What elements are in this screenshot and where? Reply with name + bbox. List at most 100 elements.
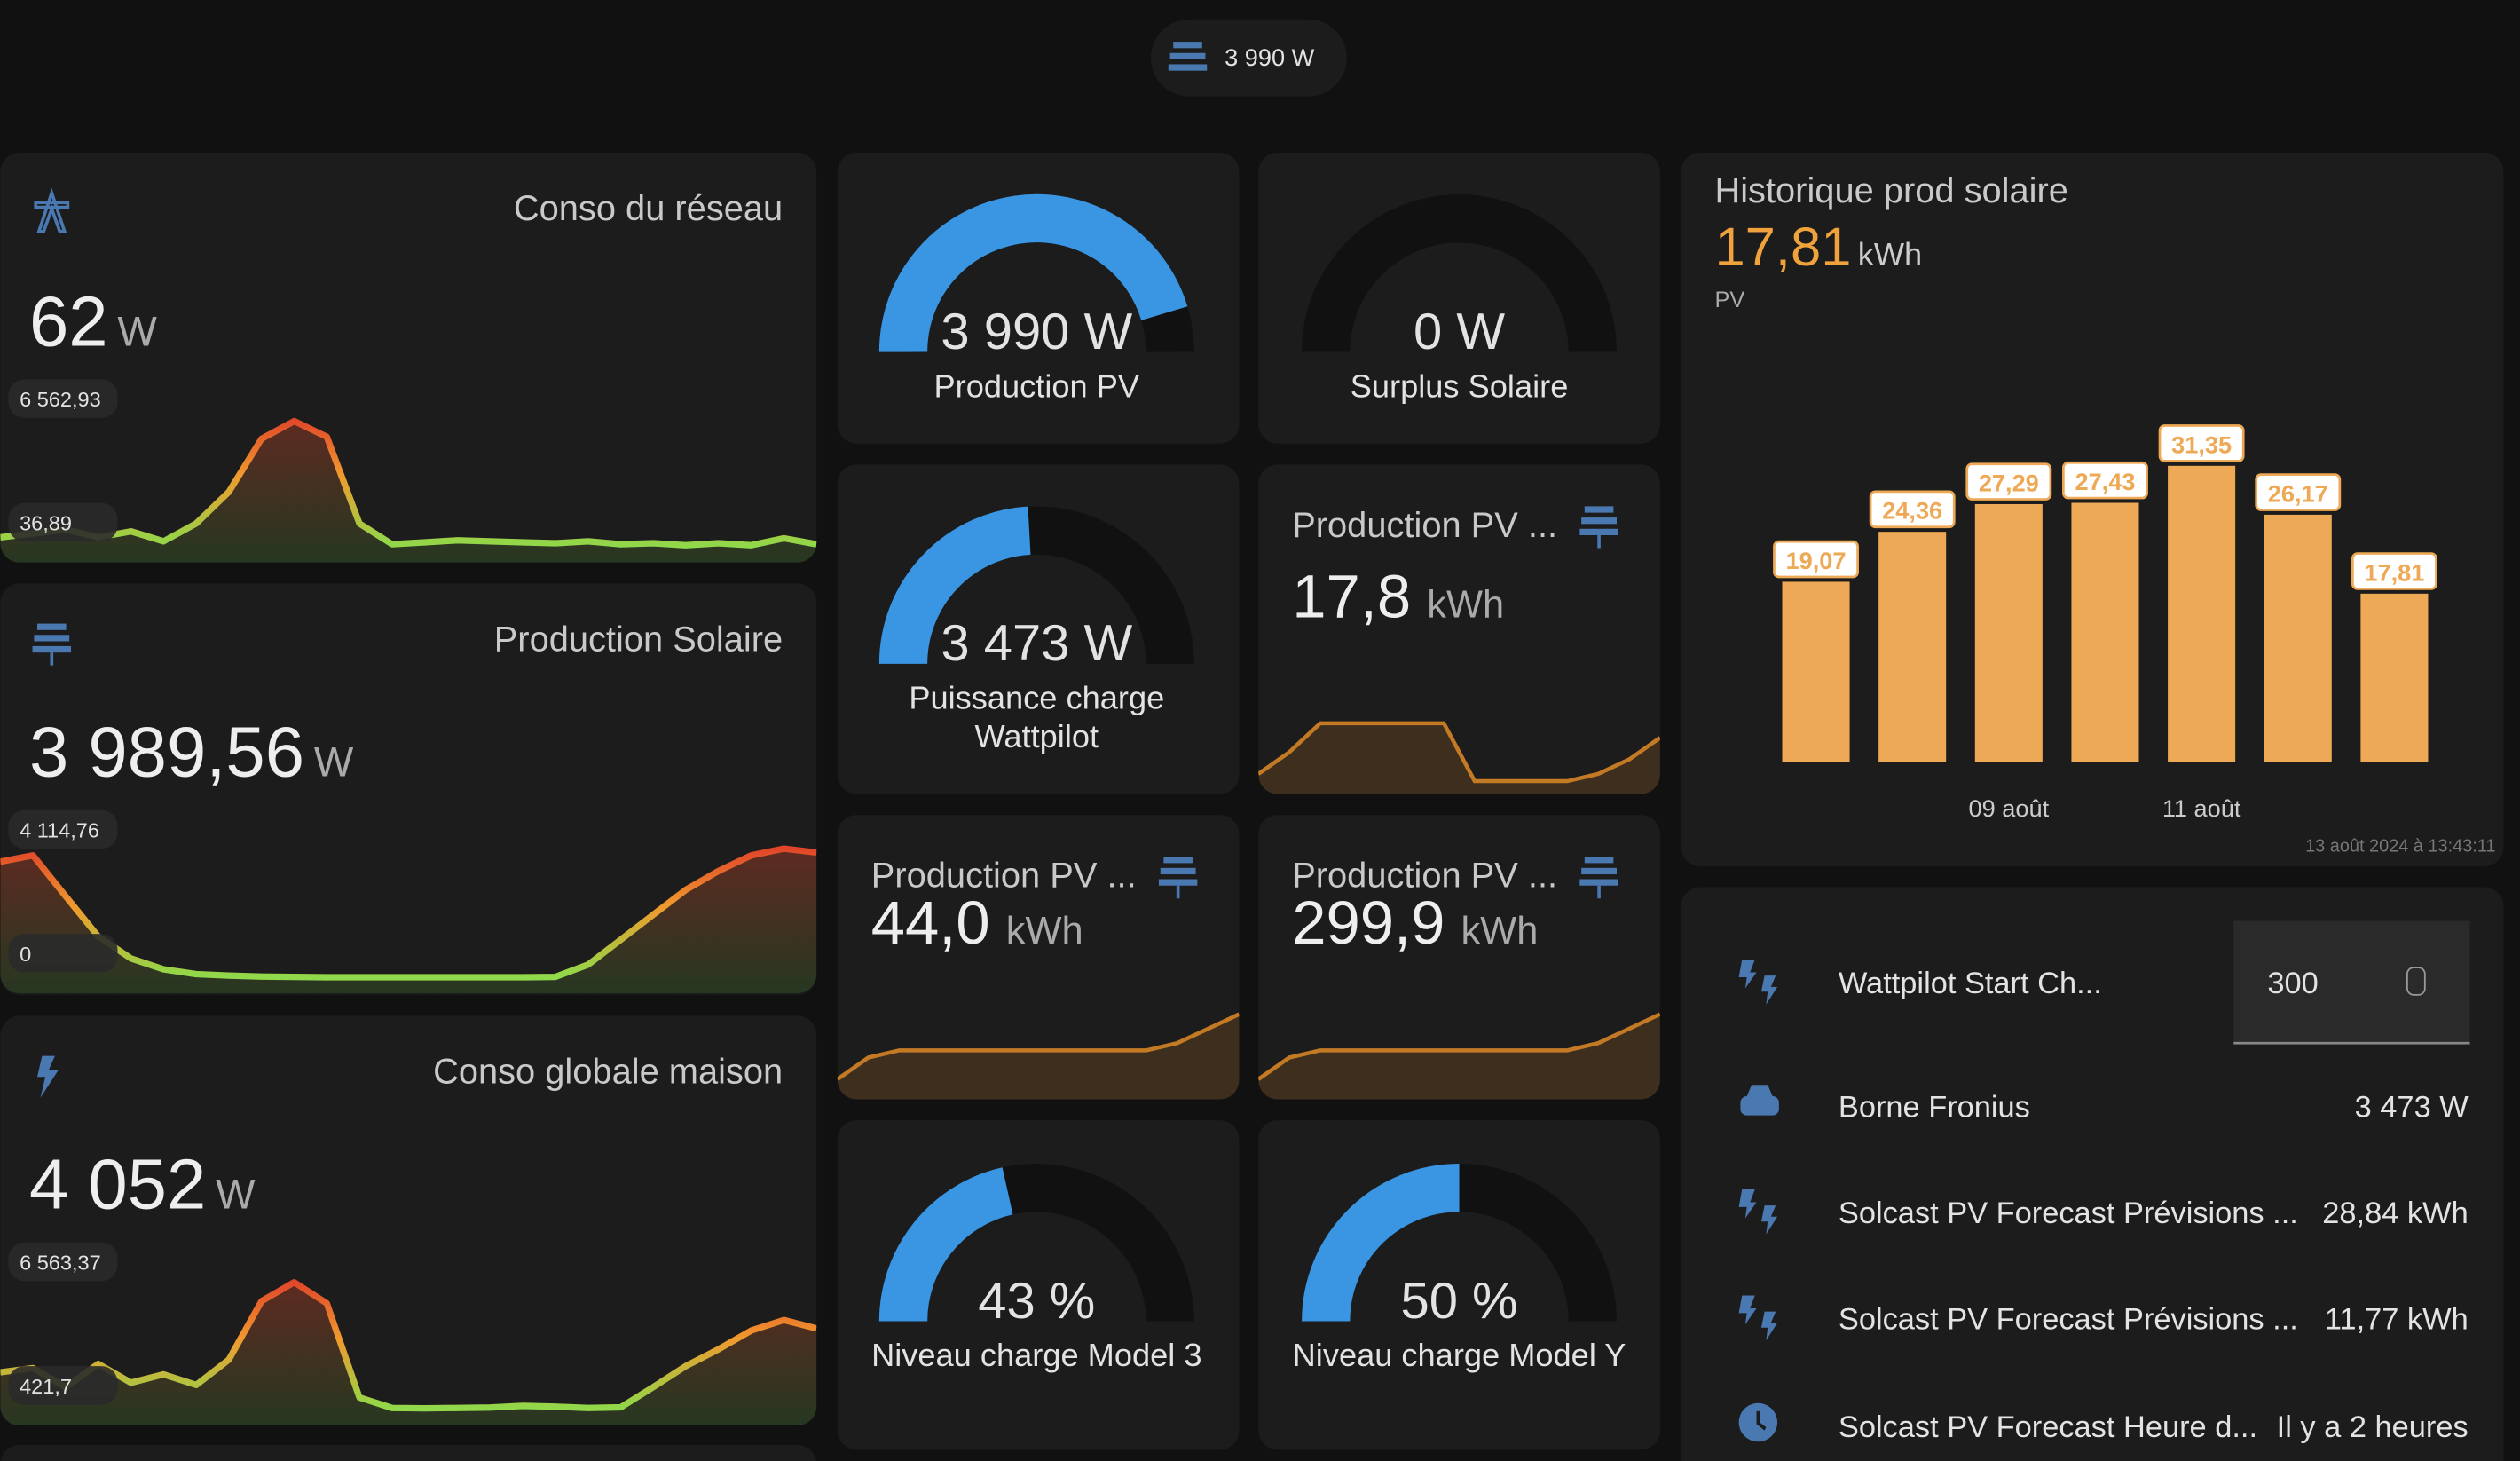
bar	[2071, 502, 2139, 762]
forecast-icon	[1738, 1189, 1778, 1235]
history-title: Historique prod solaire	[1714, 171, 2067, 210]
bar	[2168, 465, 2236, 762]
trend-area	[0, 849, 817, 994]
icon-part	[50, 652, 54, 666]
value: 62	[29, 281, 108, 360]
bar	[1782, 581, 1850, 762]
bar-label: 19,07	[1786, 547, 1847, 574]
bar-label-bg	[2351, 552, 2437, 590]
pill	[8, 1366, 118, 1405]
trend-line	[0, 1279, 817, 1412]
bar-label: 27,29	[1979, 470, 2039, 497]
energy-value: 17,8 kWh	[1292, 562, 1504, 630]
trend-line	[0, 417, 817, 549]
icon-part	[32, 645, 72, 653]
entity-value: 3 473 W	[2355, 1090, 2469, 1124]
icon-part	[1738, 1295, 1757, 1325]
bar-label-bg	[1965, 462, 2052, 501]
entity-name: Solcast PV Forecast Prévisions ...	[1839, 1303, 2298, 1337]
entity-name: Solcast PV Forecast Prévisions ...	[1839, 1196, 2298, 1230]
value: 299,9	[1292, 888, 1445, 957]
forecast-icon	[1738, 1295, 1778, 1341]
solar-icon	[1579, 857, 1618, 899]
solar-icon	[1168, 42, 1208, 71]
sensor-card[interactable]	[0, 583, 817, 995]
icon-part	[1760, 1311, 1778, 1341]
unit: kWh	[1427, 583, 1504, 626]
gauge-name-box: Puissance charge Wattpilot	[909, 682, 1164, 755]
sensor-card[interactable]	[0, 1015, 817, 1426]
x-tick-label: 11 août	[2162, 794, 2241, 822]
bar	[1878, 532, 1947, 762]
trend-max-label: 6 563,37	[20, 1252, 101, 1275]
sensor-value: 62 W	[29, 281, 157, 360]
sensor-title: Conso du réseau	[514, 189, 783, 228]
unit: W	[117, 307, 157, 354]
gauge-card[interactable]	[837, 153, 1240, 444]
pill	[8, 379, 118, 418]
sensor-value: 3 989,56 W	[29, 713, 354, 792]
value: 3 989,56	[29, 713, 304, 792]
unit: kWh	[1006, 910, 1083, 952]
energy-card[interactable]	[1258, 815, 1660, 1100]
trend-line	[1258, 721, 1660, 784]
sensor-title: Conso globale maison	[433, 1052, 783, 1091]
entity-name: Borne Fronius	[1839, 1090, 2030, 1124]
clock-icon	[1738, 1402, 1778, 1442]
sensor-card[interactable]	[0, 153, 817, 563]
trend-line	[837, 1012, 1240, 1081]
trend-area	[0, 421, 817, 563]
bar-label-bg	[2255, 473, 2342, 511]
trend-area	[0, 1282, 817, 1426]
icon-part	[36, 1055, 59, 1098]
energy-card[interactable]	[1258, 464, 1660, 794]
icon-part	[1756, 1410, 1767, 1431]
icon-part	[36, 623, 67, 630]
sensor-card[interactable]	[0, 1444, 816, 1461]
unit: kWh	[1461, 910, 1538, 952]
trend-max-label: 4 114,76	[20, 818, 99, 841]
x-tick-label: 09 août	[1969, 794, 2050, 822]
icon-part	[1581, 867, 1617, 875]
car-icon	[1740, 1085, 1779, 1116]
gauge-value: 50 %	[1401, 1273, 1518, 1330]
energy-card[interactable]	[837, 815, 1240, 1100]
number-input[interactable]	[2233, 920, 2470, 1046]
icon-part	[1584, 857, 1614, 864]
icon-part	[1738, 1189, 1757, 1219]
timestamp: 13 août 2024 à 13:43:11	[2305, 837, 2495, 857]
pill	[8, 934, 118, 973]
icon-part	[1158, 879, 1198, 886]
badge[interactable]	[1150, 19, 1347, 97]
value: 4 052	[29, 1145, 206, 1224]
history-total: 17,81 kWh	[1714, 217, 1922, 278]
pill	[8, 809, 118, 849]
icon-part	[1160, 867, 1196, 875]
bar-label: 26,17	[2268, 479, 2328, 507]
bar	[1974, 503, 2043, 762]
gauge-card[interactable]	[1258, 153, 1660, 444]
energy-title: Production PV ...	[871, 857, 1137, 896]
bar-label: 27,43	[2075, 468, 2135, 495]
legend-label: PV	[1714, 288, 1744, 312]
trend-min-label: 36,89	[20, 512, 72, 535]
icon-part	[1176, 885, 1180, 899]
spinner[interactable]	[2406, 967, 2426, 996]
gauge-name: Production PV	[933, 369, 1140, 406]
gauge-arc	[878, 1167, 1014, 1323]
entity-name: Wattpilot Start Ch...	[1839, 967, 2102, 1000]
bolt-icon	[36, 1055, 59, 1098]
bar-label-bg	[2062, 461, 2148, 500]
gauge-arc	[878, 506, 1032, 665]
trend-area	[1258, 1014, 1660, 1100]
badge-text: 3 990 W	[1225, 43, 1315, 71]
total-value: 17,81	[1714, 217, 1851, 278]
gauge-name-box: Niveau charge Model Y	[1293, 1339, 1626, 1374]
solar-icon	[32, 623, 72, 666]
gauge-value: 3 473 W	[941, 615, 1132, 672]
gauge-name: Surplus Solaire	[1350, 369, 1569, 406]
bar	[2264, 514, 2332, 762]
energy-title: Production PV ...	[1292, 506, 1557, 545]
entity-value: Il y a 2 heures	[2277, 1410, 2469, 1444]
